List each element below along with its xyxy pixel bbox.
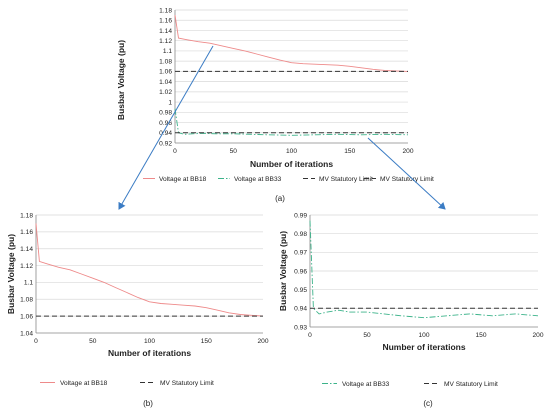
y-tick-label: 0.95 — [294, 287, 307, 294]
legend-label: Voltage at BB18 — [159, 176, 207, 183]
panel-caption: (b) — [143, 399, 153, 408]
arrow-to-panel-c — [367, 137, 446, 210]
legend-label: Voltage at BB18 — [60, 380, 108, 387]
y-tick-label: 1.02 — [159, 89, 172, 96]
panel-caption: (a) — [275, 194, 285, 203]
arrow-to-panel-b — [118, 45, 214, 210]
y-tick-label: 0.94 — [159, 130, 172, 137]
y-tick-label: 0.98 — [159, 110, 172, 117]
y-tick-label: 0.92 — [159, 140, 172, 147]
legend-label: MV Statutory Limit — [319, 176, 373, 183]
y-tick-label: 1.12 — [159, 38, 172, 45]
y-tick-label: 1 — [168, 99, 172, 106]
y-tick-label: 1.06 — [159, 69, 172, 76]
chart-panel-b: 1.04 1.06 1.08 1.1 1.12 1.14 1.16 1.18 0 50 100 150… — [6, 212, 269, 408]
x-tick-label: 100 — [144, 338, 155, 345]
x-tick-label: 200 — [257, 338, 268, 345]
x-tick-label: 50 — [363, 332, 371, 339]
x-tick-label: 50 — [89, 338, 97, 345]
x-tick-label: 0 — [34, 338, 38, 345]
x-axis-label: Number of iterations — [108, 348, 191, 358]
y-tick-label: 0.98 — [294, 231, 307, 238]
x-tick-label: 0 — [173, 148, 177, 155]
x-tick-label: 100 — [286, 148, 297, 155]
y-axis-label: Busbar Voltage (pu) — [116, 40, 126, 120]
y-tick-label: 0.96 — [159, 120, 172, 127]
x-axis-label: Number of iterations — [382, 342, 465, 352]
x-tick-label: 0 — [308, 332, 312, 339]
legend-label: MV Statutory Limit — [380, 176, 434, 183]
series-line-voltage-at-bb33 — [174, 108, 409, 136]
x-axis-label: Number of iterations — [250, 159, 333, 169]
y-tick-label: 1.04 — [20, 330, 33, 337]
x-tick-label: 200 — [532, 332, 543, 339]
y-tick-label: 1.16 — [159, 18, 172, 25]
series-line-voltage-at-bb33 — [309, 220, 539, 319]
legend-label: Voltage at BB33 — [234, 176, 282, 183]
y-tick-label: 1.08 — [20, 297, 33, 304]
y-axis-label: Busbar Voltage (pu) — [278, 231, 288, 311]
x-tick-label: 200 — [402, 148, 413, 155]
y-tick-label: 1.12 — [20, 263, 33, 270]
y-tick-label: 1.18 — [20, 212, 33, 219]
y-axis-label: Busbar Voltage (pu) — [6, 234, 16, 314]
x-tick-label: 150 — [344, 148, 355, 155]
y-tick-label: 1.14 — [20, 246, 33, 253]
y-tick-label: 0.96 — [294, 268, 307, 275]
y-tick-label: 1.08 — [159, 58, 172, 65]
zoom-arrows — [118, 45, 446, 210]
y-tick-label: 1.1 — [24, 280, 33, 287]
y-tick-label: 0.93 — [294, 324, 307, 331]
y-tick-label: 1.16 — [20, 229, 33, 236]
y-tick-label: 0.94 — [294, 306, 307, 313]
y-tick-label: 0.97 — [294, 250, 307, 257]
chart-panel-c: 0.93 0.94 0.95 0.96 0.97 0.98 0.99 0 50 100 150 200… — [278, 212, 544, 408]
series-line-voltage-at-bb18 — [174, 15, 409, 72]
panel-caption: (c) — [423, 399, 433, 408]
series-line-voltage-at-bb18 — [35, 223, 264, 317]
x-tick-label: 150 — [201, 338, 212, 345]
y-tick-label: 1.06 — [20, 313, 33, 320]
y-tick-label: 1.18 — [159, 7, 172, 14]
y-tick-label: 1.04 — [159, 79, 172, 86]
legend-label: MV Statutory Limit — [444, 381, 498, 388]
y-tick-label: 1.14 — [159, 28, 172, 35]
chart-panel-a: 0.92 0.94 0.96 0.98 1 1.02 1.04 1.06 1.08 1.1 1.12… — [116, 7, 434, 203]
x-tick-label: 50 — [230, 148, 238, 155]
legend-label: MV Statutory Limit — [160, 380, 214, 387]
y-tick-label: 0.99 — [294, 212, 307, 219]
legend-label: Voltage at BB33 — [342, 381, 390, 388]
y-tick-label: 1.1 — [163, 48, 172, 55]
x-tick-label: 150 — [475, 332, 486, 339]
x-tick-label: 100 — [418, 332, 429, 339]
